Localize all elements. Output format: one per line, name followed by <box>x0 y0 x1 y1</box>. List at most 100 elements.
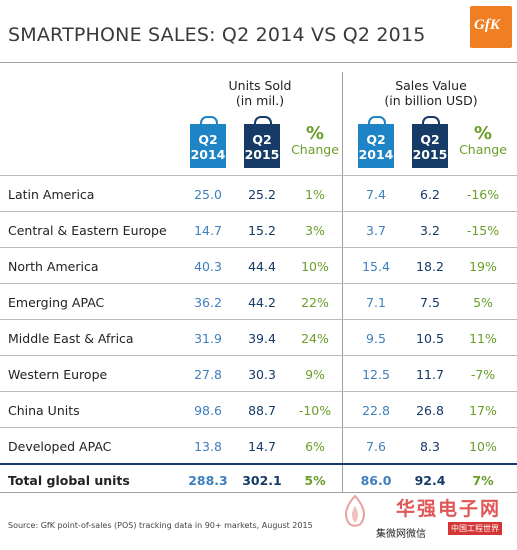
sales-value-title: Sales Value <box>395 78 467 93</box>
logo-text: GfK <box>474 17 500 33</box>
sales-change: 17% <box>469 403 497 418</box>
units-2014: 31.9 <box>194 331 222 346</box>
units-2015: 39.4 <box>248 331 276 346</box>
sales-change: -7% <box>470 367 496 382</box>
percent-symbol: % <box>305 123 325 144</box>
sales-change: 11% <box>469 331 497 346</box>
units-2014: 98.6 <box>194 403 222 418</box>
units-2015: 44.4 <box>248 259 276 274</box>
table-row: Emerging APAC 36.2 44.2 22% 7.1 7.5 5% <box>0 283 517 319</box>
badge-quarter: Q2 <box>366 132 386 147</box>
units-2014: 14.7 <box>194 223 222 238</box>
badge-year: 2014 <box>190 147 226 162</box>
sales-change: -15% <box>466 223 500 238</box>
units-2014: 27.8 <box>194 367 222 382</box>
title-divider <box>0 62 517 63</box>
sales-2014: 15.4 <box>362 259 390 274</box>
units-2014: 13.8 <box>194 439 222 454</box>
units-2014: 36.2 <box>194 295 222 310</box>
units-2015: 15.2 <box>248 223 276 238</box>
badge-year: 2015 <box>244 147 280 162</box>
sales-2014: 22.8 <box>362 403 390 418</box>
table-row: North America 40.3 44.4 10% 15.4 18.2 19… <box>0 247 517 283</box>
units-2015: 30.3 <box>248 367 276 382</box>
badge-quarter: Q2 <box>252 132 272 147</box>
units-change: -10% <box>298 403 332 418</box>
units-change: 10% <box>301 259 329 274</box>
units-change: 22% <box>301 295 329 310</box>
units-sold-header: Units Sold (in mil.) <box>200 78 320 108</box>
group-separator <box>342 72 343 492</box>
total-sales-2014: 86.0 <box>360 473 392 488</box>
units-q2-2014-badge: Q2 2014 <box>190 116 226 168</box>
total-sales-2015: 92.4 <box>414 473 446 488</box>
region-label: Emerging APAC <box>8 295 105 310</box>
sales-2014: 9.5 <box>366 331 386 346</box>
percent-symbol: % <box>473 123 493 144</box>
units-q2-2015-badge: Q2 2015 <box>244 116 280 168</box>
total-units-2015: 302.1 <box>242 473 282 488</box>
sales-change: 19% <box>469 259 497 274</box>
total-row: Total global units 288.3 302.1 5% 86.0 9… <box>0 463 517 493</box>
sales-2014: 7.1 <box>366 295 386 310</box>
region-label: Central & Eastern Europe <box>8 223 167 238</box>
table-row: Latin America 25.0 25.2 1% 7.4 6.2 -16% <box>0 175 517 211</box>
sales-change: -16% <box>466 187 500 202</box>
region-label: Developed APAC <box>8 439 112 454</box>
sales-2014: 12.5 <box>362 367 390 382</box>
sales-2015: 26.8 <box>416 403 444 418</box>
units-change-header: % Change <box>285 123 345 158</box>
table-row: China Units 98.6 88.7 -10% 22.8 26.8 17% <box>0 391 517 427</box>
sales-value-unit: (in billion USD) <box>384 93 478 108</box>
units-2015: 88.7 <box>248 403 276 418</box>
sales-2015: 8.3 <box>420 439 440 454</box>
sales-change: 10% <box>469 439 497 454</box>
watermark-brand: 华强电子网 <box>396 498 502 520</box>
badge-quarter: Q2 <box>198 132 218 147</box>
sales-change-header: % Change <box>453 123 513 158</box>
source-note: Source: GfK point-of-sales (POS) trackin… <box>8 521 313 530</box>
units-change: 6% <box>305 439 325 454</box>
sales-2015: 11.7 <box>416 367 444 382</box>
table-row: Middle East & Africa 31.9 39.4 24% 9.5 1… <box>0 319 517 355</box>
sales-2014: 7.4 <box>366 187 386 202</box>
watermark: 华强电子网 集微网微信 中国工程世界 <box>336 492 516 548</box>
sales-2015: 7.5 <box>420 295 440 310</box>
total-units-change: 5% <box>304 473 326 488</box>
badge-quarter: Q2 <box>420 132 440 147</box>
badge-year: 2014 <box>358 147 394 162</box>
region-label: Middle East & Africa <box>8 331 134 346</box>
table-row: Developed APAC 13.8 14.7 6% 7.6 8.3 10% <box>0 427 517 463</box>
units-2015: 44.2 <box>248 295 276 310</box>
sales-change: 5% <box>473 295 493 310</box>
region-label: North America <box>8 259 99 274</box>
sales-2015: 10.5 <box>416 331 444 346</box>
region-label: Western Europe <box>8 367 108 382</box>
sales-q2-2015-badge: Q2 2015 <box>412 116 448 168</box>
watermark-caption: 集微网微信 <box>376 529 426 540</box>
total-units-2014: 288.3 <box>188 473 228 488</box>
badge-year: 2015 <box>412 147 448 162</box>
change-label: Change <box>291 142 339 157</box>
change-label: Change <box>459 142 507 157</box>
total-label: Total global units <box>8 473 130 488</box>
units-2014: 40.3 <box>194 259 222 274</box>
units-sold-unit: (in mil.) <box>235 93 285 108</box>
gfk-logo: GfK <box>470 6 512 48</box>
sales-2014: 3.7 <box>366 223 386 238</box>
total-sales-change: 7% <box>472 473 494 488</box>
units-sold-title: Units Sold <box>228 78 292 93</box>
units-2015: 14.7 <box>248 439 276 454</box>
sales-value-header: Sales Value (in billion USD) <box>356 78 506 108</box>
region-label: Latin America <box>8 187 95 202</box>
units-2015: 25.2 <box>248 187 276 202</box>
watermark-badge: 中国工程世界 <box>448 522 502 535</box>
units-change: 3% <box>305 223 325 238</box>
sales-2015: 18.2 <box>416 259 444 274</box>
table-row: Western Europe 27.8 30.3 9% 12.5 11.7 -7… <box>0 355 517 391</box>
sales-q2-2014-badge: Q2 2014 <box>358 116 394 168</box>
units-2014: 25.0 <box>194 187 222 202</box>
watermark-logo-icon <box>345 494 365 527</box>
sales-2015: 6.2 <box>420 187 440 202</box>
units-change: 24% <box>301 331 329 346</box>
